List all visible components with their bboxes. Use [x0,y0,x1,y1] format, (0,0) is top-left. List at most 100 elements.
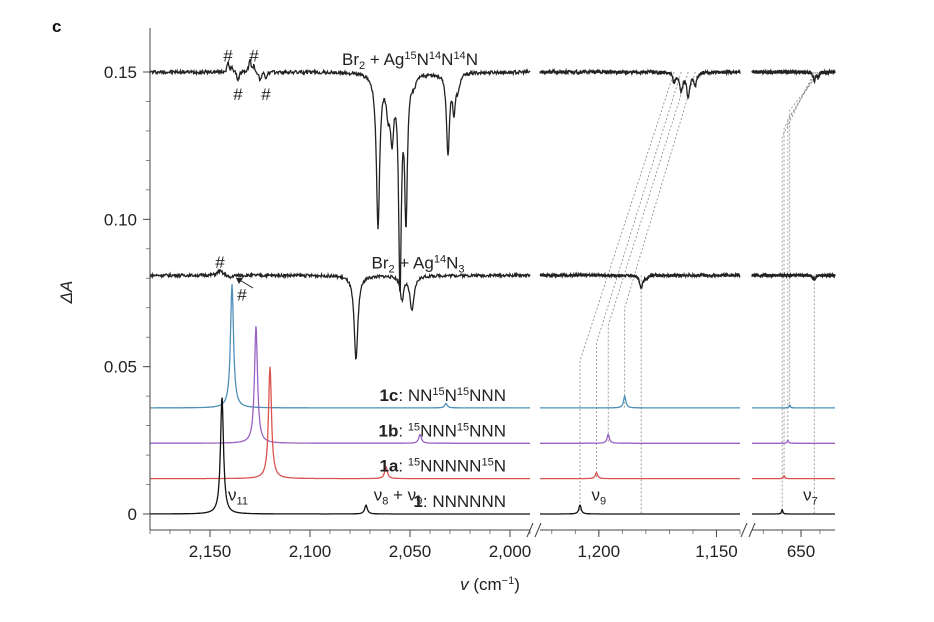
correlation-line-6 [783,71,817,479]
series-label-3: 1b: 15NNN15NNN [379,421,506,440]
series-label-0-part-5: 14 [429,50,441,62]
annotation-7-part-3: 9 [416,496,422,508]
series-label-1-part-0: Br [371,253,388,272]
y-tick-label-1: 0.05 [104,358,137,377]
spectrum-series-2-segment-2 [752,404,835,409]
series-label-4-part-2: 15 [408,457,420,469]
annotation-2-part-0: # [233,85,243,104]
series-label-0: Br2 + Ag15N14N14N [342,50,478,72]
series-label-4-part-0: 1a [379,457,398,476]
spectrum-series-0-segment-2 [751,68,836,85]
annotation-4: # [215,253,225,272]
annotation-8-part-0: ν [592,486,601,505]
series-label-2-part-3: N [445,386,457,405]
x-tick-label-0-1: 2,100 [289,542,332,561]
annotation-5-part-0: # [237,285,247,304]
series-label-4-part-5: N [494,457,506,476]
annotation-6-part-1: 11 [237,496,248,508]
x-tick-label-0-0: 2,150 [189,542,232,561]
annotation-3-part-0: # [261,85,271,104]
annotation-6-part-0: ν [228,486,237,505]
spectrum-series-0-segment-1 [539,67,741,99]
spectrum-series-2-segment-0 [150,284,530,409]
y-tick-label-2: 0.10 [104,210,137,229]
annotation-7-part-1: 8 [382,496,388,508]
series-label-1-part-3: 14 [434,253,446,265]
series-label-0-part-2: + Ag [365,50,404,69]
spectrum-series-3-segment-1 [540,433,740,444]
x-axis-title-unit: (cm [473,575,501,594]
series-label-2-part-2: 15 [432,386,444,398]
series-label-2: 1c: NN15N15NNN [379,386,506,405]
series-label-5-part-1: : NNNNNN [423,492,506,511]
spectrum-series-3-segment-2 [752,439,835,444]
annotation-1-part-0: # [249,47,259,66]
series-label-1: Br2 + Ag14N3 [371,253,464,275]
spectrum-series-4-segment-2 [752,475,835,480]
correlation-line-0 [579,71,675,514]
series-label-4-part-4: 15 [481,457,493,469]
y-tick-label-3: 0.15 [104,63,137,82]
series-label-0-part-6: N [441,50,453,69]
x-tick-label-2-0: 650 [787,542,815,561]
annotation-1: # [249,47,259,66]
annotation-9-part-0: ν [803,486,812,505]
series-label-1-part-5: 3 [458,263,464,275]
annotation-9: ν7 [803,486,818,508]
axes: 0 0.05 0.10 0.15 2,150 2,100 2,050 2,000 1,200 1,… [104,28,835,561]
spectrum-series-4-segment-1 [540,472,740,480]
annotation-7-part-2: + ν [388,486,416,505]
annotation-6: ν11 [228,486,248,508]
spectrum-series-1-segment-2 [751,271,836,282]
series-label-2-part-1: : NN [398,386,432,405]
annotation-8-part-1: 9 [600,496,606,508]
annotation-8: ν9 [592,486,607,508]
annotation-0-part-0: # [223,47,233,66]
correlation-line-8 [789,71,821,408]
axis-break-0a [526,522,534,538]
series-label-5-part-0: 1 [413,492,422,511]
annotation-9-part-1: 7 [812,496,818,508]
correlation-line-7 [787,71,819,444]
x-tick-label-1-1: 1,150 [695,542,738,561]
series-label-3-part-1: : [398,421,407,440]
series-label-0-part-7: 14 [453,50,465,62]
series-label-4: 1a: 15NNNNN15N [379,457,506,476]
spectrum-series-5-segment-2 [752,508,835,515]
x-axis-title: v (cm−1) [460,575,520,594]
x-axis-title-symbol: v [460,575,473,594]
spectrum-series-2-segment-1 [540,395,740,409]
annotation-7-part-0: ν [374,486,383,505]
annotation-7: ν8 + ν9 [374,486,423,508]
series-label-0-part-1: 2 [359,60,365,72]
series-label-1-part-2: + Ag [395,253,434,272]
annotation-2: # [233,85,243,104]
annotation-4-part-0: # [215,253,225,272]
correlation-lines [579,71,821,514]
series-label-5: 1: NNNNNN [413,492,506,511]
panel-label: c [52,17,61,36]
spectrum-series-1-segment-1 [539,271,741,290]
arrow-head [236,278,243,284]
series-label-3-part-4: 15 [457,421,469,433]
series-label-4-part-1: : [398,457,407,476]
series-label-0-part-8: N [466,50,478,69]
x-axis-title-exponent: −1 [502,575,515,587]
correlation-line-5 [781,71,815,514]
axis-break-1b [748,522,756,538]
series-label-3-part-3: NNN [420,421,457,440]
spectrum-series-5-segment-0 [150,397,530,515]
x-axis-title-close: ) [514,575,520,594]
series-label-2-part-4: 15 [457,386,469,398]
x-tick-label-1-0: 1,200 [578,542,621,561]
series-label-4-part-3: NNNNN [420,457,481,476]
spectra-series [149,58,836,515]
series-label-2-part-0: 1c [379,386,398,405]
annotations: # ## ###ν11 ν8 + ν9 ν9 ν7 [215,47,818,508]
series-label-3-part-0: 1b [379,421,399,440]
spectrum-series-1-segment-0 [149,268,531,360]
series-label-1-part-1: 2 [388,263,394,275]
spectrum-series-4-segment-0 [150,366,530,480]
axis-break-0b [534,522,542,538]
